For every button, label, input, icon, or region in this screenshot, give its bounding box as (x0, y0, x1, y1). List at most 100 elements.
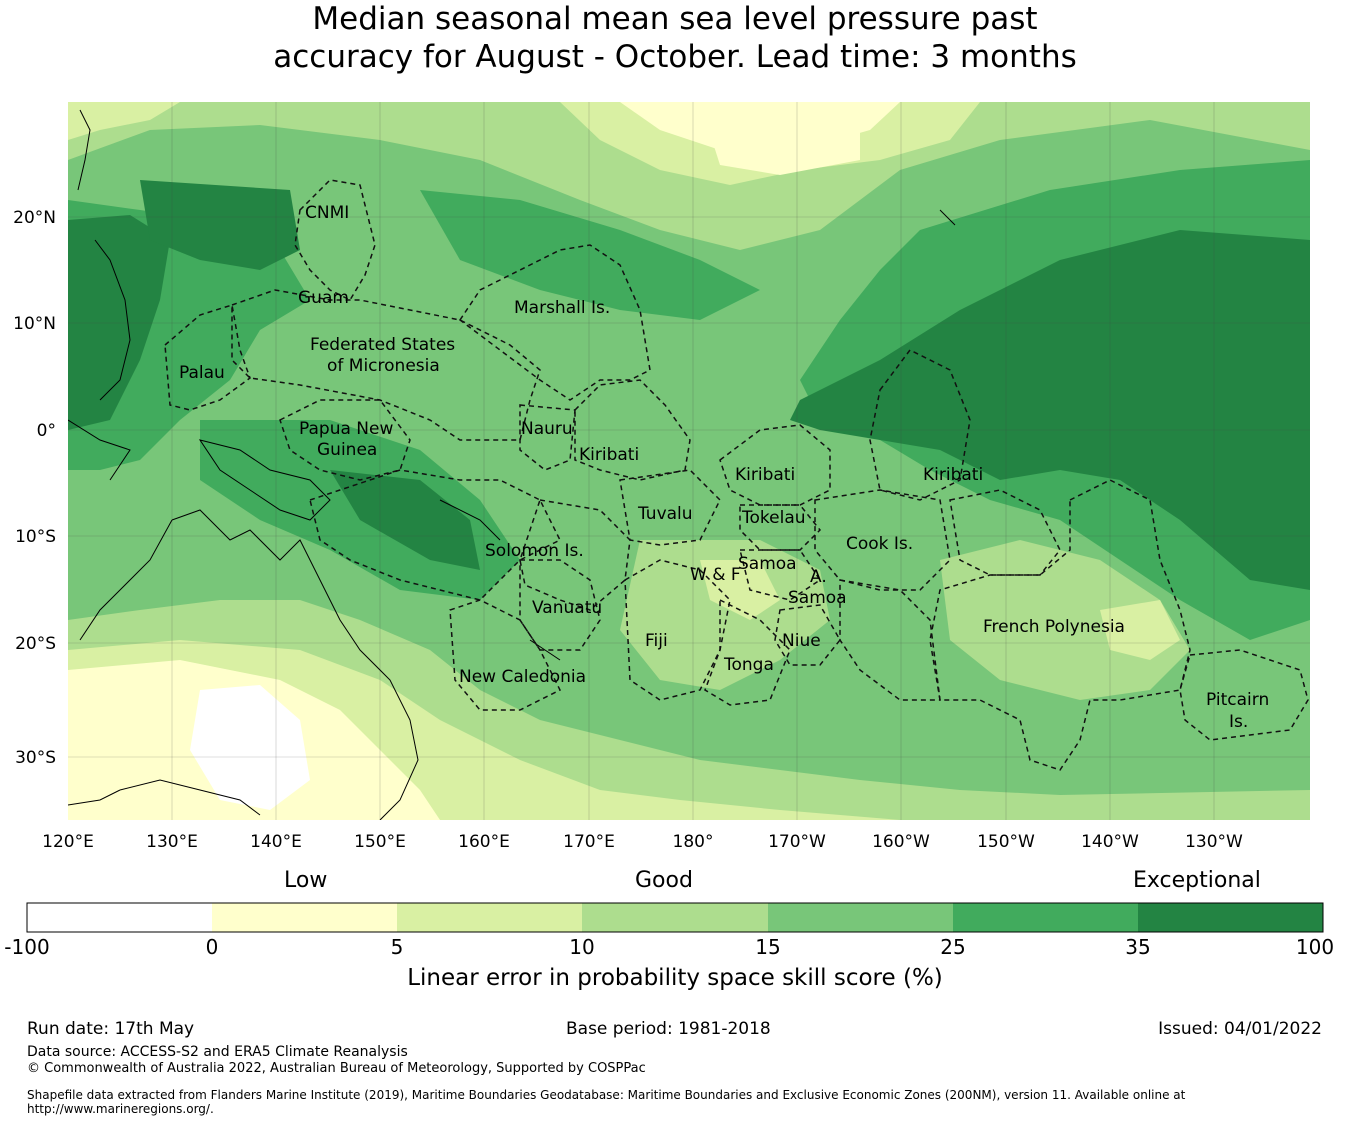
eez-cook (814, 489, 951, 591)
eez-boundaries (164, 179, 1309, 771)
eez-fsm (231, 289, 541, 441)
eez-marshall (458, 244, 651, 401)
title-line-2: accuracy for August - October. Lead time… (273, 39, 1077, 75)
skill-score-map: 120°E 130°E 140°E 150°E 160°E 170°E 180°… (13, 102, 1310, 852)
colorbar-frame (26, 902, 1324, 933)
eez-kiribati-central (719, 424, 831, 506)
colorbar-tick-35: 35 (1125, 935, 1151, 959)
region-label-cook: Cook Is. (846, 534, 914, 554)
lon-axis: 120°E 130°E 140°E 150°E 160°E 170°E 180°… (42, 832, 1243, 852)
colorbar-swatch-1 (27, 903, 212, 932)
lat-label-10s: 10°S (15, 527, 56, 547)
field-35-east (790, 230, 1310, 590)
region-label-tonga: Tonga (724, 655, 774, 675)
field-35-png (330, 470, 480, 570)
region-label-french-polynesia: French Polynesia (983, 617, 1125, 637)
eez-png (279, 399, 411, 481)
field-15-french-polynesia (940, 540, 1190, 700)
region-label-pitcairn-line1: Pitcairn (1206, 690, 1270, 710)
eez-cook-south (839, 579, 941, 701)
lat-label-10n: 10°N (13, 314, 56, 334)
field-35-philippine-sea (140, 180, 300, 270)
colorbar-tick-100: 100 (1295, 935, 1335, 959)
region-label-niue: Niue (782, 631, 821, 651)
colorbar-swatch-7 (1138, 903, 1323, 932)
colorbar-swatch-3 (397, 903, 582, 932)
shapefile-credit-line2[interactable]: http://www.marineregions.org/. (27, 1102, 214, 1116)
eez-kiribati-east (869, 349, 971, 501)
field-35-west (68, 215, 170, 430)
eez-tuvalu (619, 469, 721, 546)
shapefile-credit: Shapefile data extracted from Flanders M… (27, 1088, 1317, 1116)
eez-tonga (704, 598, 791, 706)
eez-vanuatu (519, 559, 601, 651)
map-title: Median seasonal mean sea level pressure … (0, 0, 1350, 76)
eez-newcal (449, 599, 562, 711)
region-label-marshall: Marshall Is. (514, 298, 611, 318)
lon-label-180: 180° (673, 832, 714, 852)
region-label-nauru: Nauru (521, 419, 573, 439)
lon-label-170w: 170°W (768, 832, 826, 852)
field-25-central-north (420, 190, 760, 320)
colorbar-tick-0: 0 (205, 935, 219, 959)
region-label-tokelau: Tokelau (742, 508, 806, 528)
region-label-fsm-line2: of Micronesia (327, 356, 440, 376)
colorbar-tick-minus100: -100 (4, 935, 50, 959)
region-label-palau: Palau (179, 363, 225, 383)
region-label-png-line1: Papua New (299, 419, 394, 439)
data-source: Data source: ACCESS-S2 and ERA5 Climate … (27, 1044, 408, 1060)
region-label-fiji: Fiji (645, 631, 668, 651)
lat-label-20s: 20°S (15, 634, 56, 654)
eez-palau (164, 304, 251, 411)
shapefile-credit-line1: Shapefile data extracted from Flanders M… (27, 1088, 1186, 1102)
graticule (68, 102, 1310, 820)
region-label-png-line2: Guinea (317, 440, 378, 460)
colorbar-label-good: Good (635, 868, 693, 893)
lon-label-120e: 120°E (42, 832, 94, 852)
colorbar-swatch-5 (768, 903, 953, 932)
eez-solomon (309, 469, 562, 601)
lon-label-140w: 140°W (1081, 832, 1139, 852)
lon-label-150e: 150°E (354, 832, 406, 852)
field-10-nw (68, 102, 180, 140)
eez-cnmi (294, 179, 376, 301)
base-period: Base period: 1981-2018 (566, 1019, 771, 1039)
region-label-kiribati-east: Kiribati (923, 465, 984, 485)
region-label-kiribati-central: Kiribati (735, 465, 796, 485)
lon-label-130e: 130°E (146, 832, 198, 852)
issued-date: Issued: 04/01/2022 (1158, 1019, 1322, 1039)
colorbar-title: Linear error in probability space skill … (407, 965, 943, 991)
title-line-1: Median seasonal mean sea level pressure … (312, 1, 1038, 37)
region-label-wallis-futuna: W & F (690, 565, 741, 585)
colorbar-swatch-4 (582, 903, 768, 932)
coastlines (68, 109, 956, 820)
region-label-kiribati-west: Kiribati (579, 445, 640, 465)
region-label-solomon: Solomon Is. (485, 541, 584, 561)
eez-samoa (739, 549, 822, 601)
lon-label-150w: 150°W (977, 832, 1035, 852)
region-label-pitcairn-line2: Is. (1229, 712, 1249, 732)
lat-axis: 20°N 10°N 0° 10°S 20°S 30°S (13, 208, 56, 768)
colorbar (26, 902, 1324, 933)
eez-french-polynesia (929, 479, 1191, 771)
lat-label-20n: 20°N (13, 208, 56, 228)
region-label-tuvalu: Tuvalu (638, 504, 693, 524)
lon-label-160w: 160°W (872, 832, 930, 852)
region-label-vanuatu: Vanuatu (532, 598, 603, 618)
region-label-new-caledonia: New Caledonia (459, 667, 587, 687)
region-label-samoa: Samoa (738, 554, 797, 574)
eez-tuvalu-west (519, 499, 631, 611)
eez-fp-north (949, 489, 1061, 576)
lon-label-140e: 140°E (250, 832, 302, 852)
copyright: © Commonwealth of Australia 2022, Austra… (27, 1061, 646, 1076)
colorbar-tick-15: 15 (755, 935, 781, 959)
colorbar-tick-5: 5 (390, 935, 404, 959)
region-label-guam: Guam (298, 288, 349, 308)
field-5-hawaii (700, 102, 860, 175)
field-15-fiji-tonga (620, 540, 830, 690)
eez-tokelau (739, 504, 822, 551)
lat-label-30s: 30°S (15, 748, 56, 768)
field-10-french-polynesia (1100, 600, 1180, 660)
colorbar-tick-25: 25 (940, 935, 966, 959)
lat-label-0: 0° (37, 421, 56, 441)
